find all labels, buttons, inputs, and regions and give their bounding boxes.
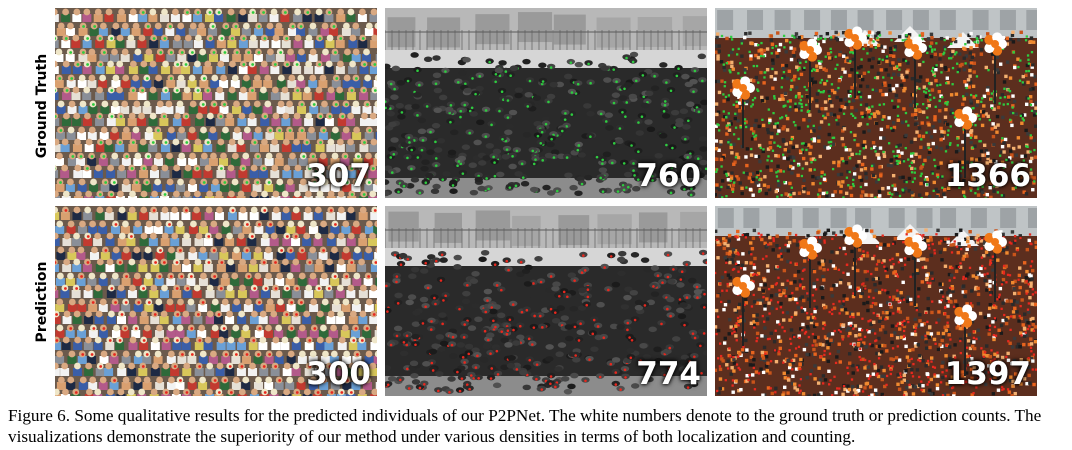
parade-crowd-image bbox=[715, 206, 1037, 396]
count-label: 307 bbox=[306, 158, 371, 194]
stadium-crowd-image bbox=[55, 206, 377, 396]
count-label: 1366 bbox=[944, 158, 1031, 194]
count-label: 1397 bbox=[944, 356, 1031, 392]
stadium-crowd-image bbox=[55, 8, 377, 198]
street-crowd-image bbox=[385, 206, 707, 396]
pred-parade-panel: 1397 bbox=[715, 206, 1037, 396]
pred-stadium-panel: 300 bbox=[55, 206, 377, 396]
street-crowd-image bbox=[385, 8, 707, 198]
row-label-prediction: Prediction bbox=[34, 261, 50, 343]
gt-stadium-panel: 307 bbox=[55, 8, 377, 198]
count-label: 300 bbox=[306, 356, 371, 392]
figure-caption: Figure 6. Some qualitative results for t… bbox=[8, 406, 1042, 446]
parade-crowd-image bbox=[715, 8, 1037, 198]
count-label: 774 bbox=[636, 356, 701, 392]
row-label-ground-truth: Ground Truth bbox=[34, 53, 50, 159]
count-label: 760 bbox=[636, 158, 701, 194]
gt-parade-panel: 1366 bbox=[715, 8, 1037, 198]
pred-street-panel: 774 bbox=[385, 206, 707, 396]
gt-street-panel: 760 bbox=[385, 8, 707, 198]
